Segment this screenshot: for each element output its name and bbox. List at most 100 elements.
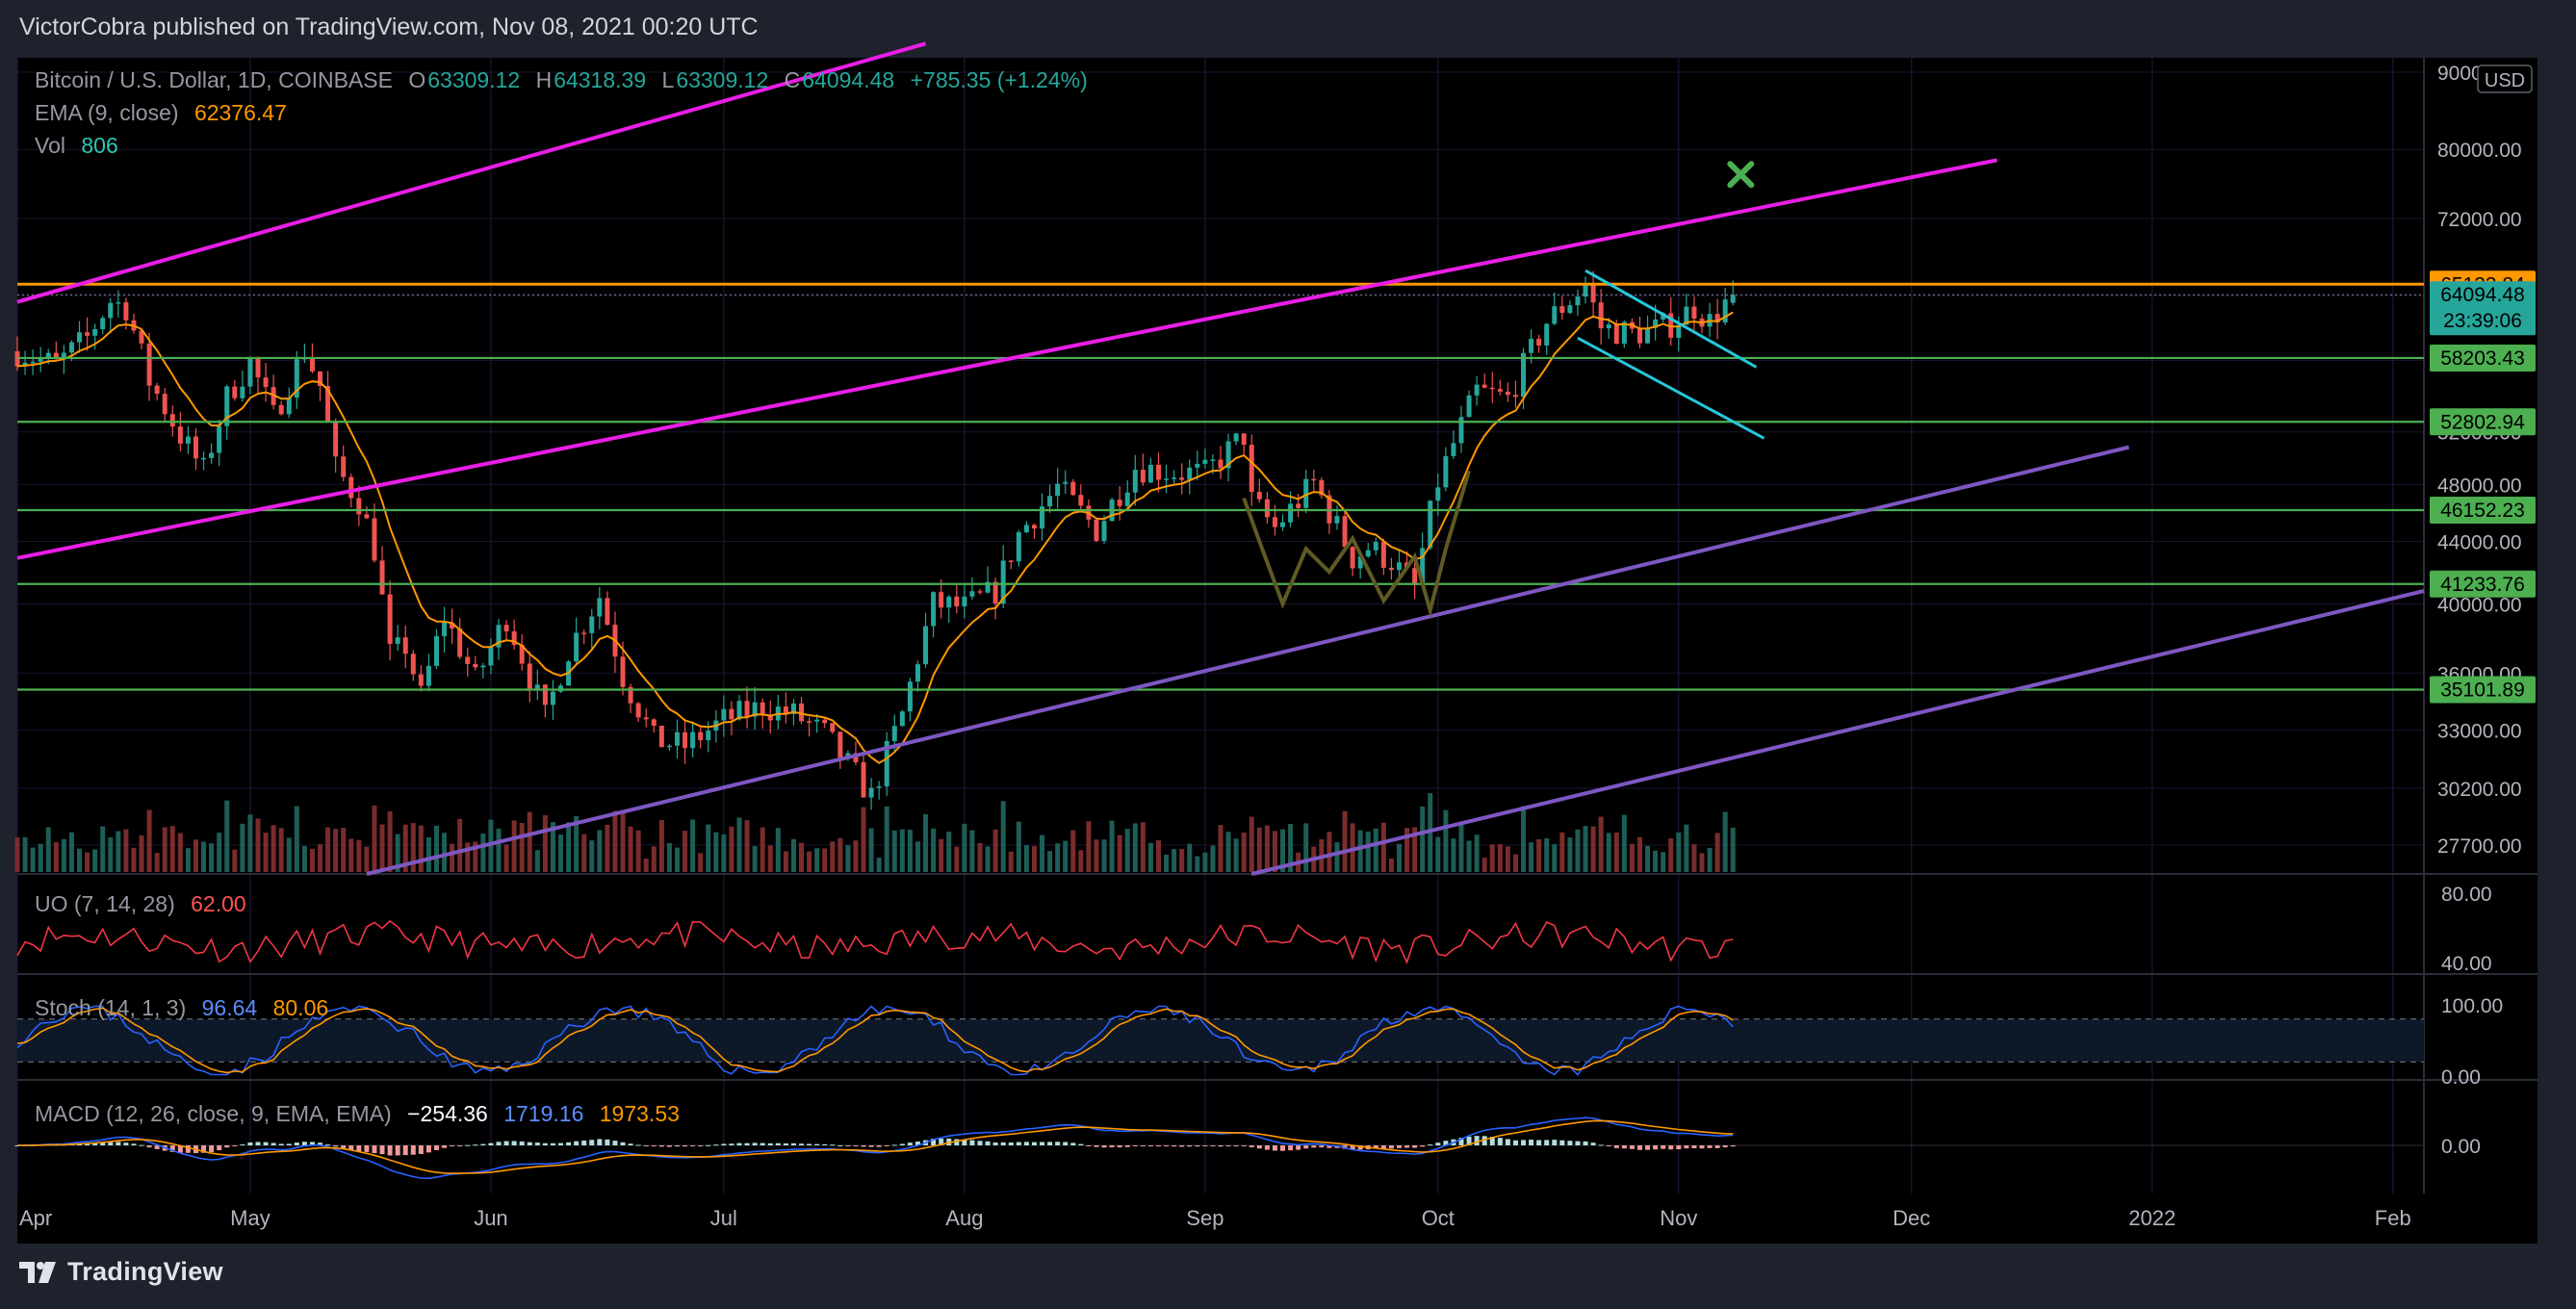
time-axis[interactable]: Apr May Jun Jul Aug Sep Oct Nov Dec 2022 Feb (19, 1206, 2411, 1230)
candle-body (488, 647, 494, 666)
macd-histogram-bar (1653, 1145, 1659, 1150)
macd-histogram-bar (1086, 1145, 1092, 1146)
candle-body (1466, 395, 1472, 418)
candle-body (1489, 387, 1495, 390)
volume-bar (923, 813, 929, 872)
candle-body (1505, 391, 1510, 396)
volume-bar (1497, 843, 1503, 872)
ema-label[interactable]: EMA (9, close) (35, 100, 179, 125)
macd-histogram-bar (899, 1143, 905, 1145)
macd-histogram-bar (1195, 1145, 1200, 1147)
symbol-label[interactable]: Bitcoin / U.S. Dollar, 1D, COINBASE (35, 67, 393, 92)
price-tag (2430, 497, 2536, 525)
candle-body (30, 361, 36, 364)
volume-bar (1699, 853, 1705, 872)
volume-label[interactable]: Vol (35, 133, 65, 158)
macd-histogram-bar (1396, 1145, 1402, 1148)
candle-body (597, 598, 603, 617)
publisher-caption: VictorCobra published on TradingView.com… (19, 13, 759, 40)
candle-body (123, 302, 129, 321)
macd-histogram-bar (830, 1144, 836, 1146)
macd-histogram-bar (1109, 1145, 1115, 1147)
candle-body (410, 654, 416, 675)
candle-body (698, 732, 704, 741)
volume-bar (442, 833, 448, 872)
macd-histogram-bar (1481, 1136, 1487, 1145)
candle-body (61, 352, 66, 359)
volume-bar (574, 815, 580, 872)
volume-bar (1373, 828, 1378, 872)
indicator-axis-label: 40.00 (2441, 953, 2492, 975)
macd-label[interactable]: MACD (12, 26, close, 9, EMA, EMA) (35, 1101, 392, 1126)
volume-bar (628, 826, 633, 872)
volume-bar (635, 830, 641, 872)
volume-bar (1187, 843, 1193, 872)
volume-bar (108, 837, 114, 872)
candle-body (1613, 324, 1619, 345)
price-axis-label: 27700.00 (2437, 835, 2522, 858)
macd-histogram-bar (962, 1140, 967, 1145)
volume-bar (1420, 807, 1426, 872)
volume-bar (1078, 850, 1084, 872)
candle-body (22, 362, 28, 367)
price-tag (2430, 344, 2536, 372)
high-value: 64318.39 (554, 67, 647, 92)
candle-body (217, 425, 222, 453)
indicator-axis-label: 80.00 (2441, 884, 2492, 906)
candle-body (1172, 477, 1177, 479)
main-legend-row: Bitcoin / U.S. Dollar, 1D, COINBASE O633… (35, 67, 1097, 93)
volume-bar (783, 851, 788, 872)
volume-bar (1668, 838, 1674, 872)
macd-histogram-bar (853, 1145, 859, 1146)
macd-histogram-bar (247, 1142, 253, 1145)
candle-body (574, 632, 580, 662)
volume-bar (713, 832, 719, 872)
volume-bar (1070, 830, 1076, 872)
volume-bar (61, 838, 66, 872)
candle-body (1132, 470, 1138, 493)
volume-bar (325, 827, 331, 872)
candle-body (1225, 441, 1231, 469)
volume-bar (1583, 826, 1588, 872)
volume-bar (1000, 801, 1006, 872)
tradingview-logo[interactable]: TradingView (19, 1257, 223, 1287)
volume-bar (876, 858, 882, 872)
macd-histogram-bar (1714, 1145, 1720, 1148)
candle-body (1342, 516, 1348, 548)
volume-bar (706, 824, 711, 872)
candle-body (868, 787, 874, 798)
macd-histogram-bar (1172, 1145, 1177, 1147)
volume-bar (1661, 852, 1666, 872)
candle-body (1319, 479, 1325, 496)
volume-bar (100, 826, 106, 872)
volume-bar (612, 810, 618, 872)
volume-bar (1008, 851, 1014, 872)
candle-body (162, 394, 167, 415)
price-axis-label: 48000.00 (2437, 475, 2522, 497)
chart-area[interactable]: 80.0040.00100.000.000.0090000.0080000.00… (0, 0, 2576, 1244)
open-value: 63309.12 (427, 67, 521, 92)
macd-histogram-bar (635, 1144, 641, 1146)
macd-histogram-bar (301, 1142, 307, 1145)
volume-bar (217, 833, 222, 872)
candle-body (1350, 547, 1355, 569)
candle-body (1380, 542, 1386, 568)
candle-body (433, 635, 439, 666)
stoch-label[interactable]: Stoch (14, 1, 3) (35, 995, 187, 1020)
volume-bar (270, 825, 276, 872)
candle-body (1296, 503, 1301, 508)
candle-body (729, 708, 734, 720)
candle-body (442, 623, 448, 636)
macd-histogram-bar (1676, 1145, 1682, 1150)
volume-bar (341, 828, 347, 872)
macd-histogram-bar (1691, 1145, 1697, 1149)
macd-histogram-bar (108, 1142, 114, 1145)
uo-label[interactable]: UO (7, 14, 28) (35, 891, 175, 916)
candle-body (1070, 481, 1076, 496)
candle-body (1653, 319, 1659, 328)
volume-bar (177, 833, 183, 872)
candle-body (1676, 324, 1682, 338)
indicator-panes (14, 919, 2424, 1180)
candle-body (270, 387, 276, 405)
macd-histogram-bar (1529, 1140, 1534, 1145)
